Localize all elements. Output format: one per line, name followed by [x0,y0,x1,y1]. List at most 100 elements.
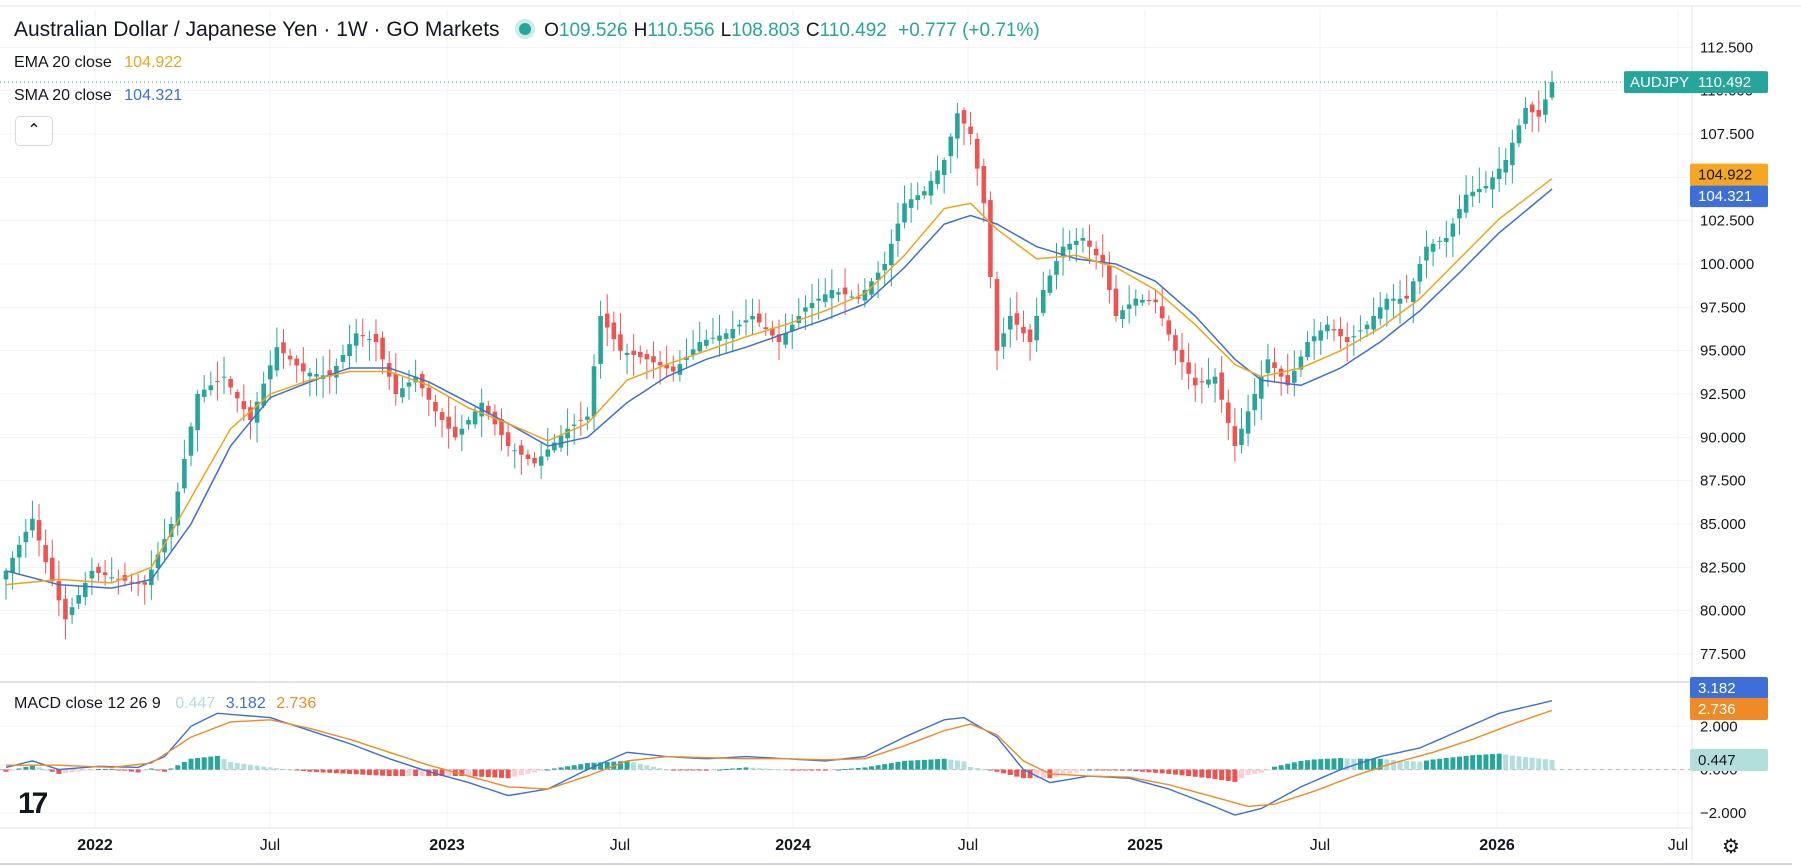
macd-histogram-bar [981,769,987,771]
macd-histogram-bar [895,761,901,770]
macd-signal-value: 2.736 [276,695,317,712]
candle-body [1529,104,1535,113]
candle-body [1397,298,1403,304]
candle-body [928,180,934,196]
symbol-title[interactable]: Australian Dollar / Japanese Yen · 1W · … [14,18,500,41]
candle-body [1173,335,1178,351]
candle-body [1536,110,1542,117]
candle-body [1159,306,1165,319]
candle-body [1490,177,1495,190]
macd-histogram-bar [961,761,967,770]
price-tick-label: 85.000 [1700,516,1746,533]
candle-body [274,347,280,371]
macd-histogram-bar [631,762,637,770]
macd-histogram-bar [545,769,551,771]
candle-body [710,337,716,339]
macd-histogram-bar [82,769,88,771]
candle-body [783,333,788,345]
macd-histogram-bar [736,767,742,770]
candle-body [512,450,518,452]
candle-body [1007,316,1013,330]
macd-histogram-bar [743,767,749,770]
candle-body [43,545,48,563]
macd-histogram-bar [314,769,320,773]
candle-body [875,272,881,280]
candle-body [261,383,266,406]
candle-body [1338,329,1343,337]
macd-histogram-bar [1371,758,1377,770]
ohlc-key-o: O [544,20,559,41]
candle-body [651,356,656,363]
candle-body [1437,240,1442,242]
macd-histogram-bar [23,766,29,770]
candle-body [994,279,1000,351]
candle-body [1206,379,1211,385]
candle-body [1325,324,1330,332]
ema-price-tag-bg [1690,163,1768,186]
candle-body [406,382,412,387]
tradingview-logo[interactable]: 17 [18,787,48,820]
candle-body [1080,238,1086,241]
macd-histogram-bar [234,762,240,770]
candle-body [327,370,333,377]
ohlc-key-h: H [633,20,648,41]
candle-body [221,376,227,378]
macd-histogram-bar [525,769,531,774]
macd-histogram-bar [1007,769,1013,775]
candle-body [89,570,95,579]
macd-histogram-bar [763,768,769,770]
candle-body [915,195,921,201]
macd-histogram-bar [115,769,121,771]
gear-icon[interactable]: ⚙ [1722,836,1740,858]
candle-body [400,388,405,398]
macd-histogram-bar [1305,760,1311,770]
macd-histogram-bar [1298,760,1304,770]
candle-body [704,339,709,346]
macd-histogram-bar [300,769,306,772]
candle-body [1371,316,1376,330]
candle-body [439,412,445,420]
collapse-legend-button[interactable]: ⌃ [15,116,53,146]
macd-histogram-bar [776,769,782,771]
candle-body [670,366,676,372]
candle-body [1305,342,1310,357]
macd-histogram-bar [518,769,524,776]
market-status-icon[interactable] [518,23,531,35]
candle-body [1212,376,1218,384]
macd-histogram-bar [320,769,326,773]
candle-body [82,582,88,598]
candle-body [433,401,438,412]
candle-body [789,324,795,332]
candle-body [803,307,808,312]
macd-histogram-bar [1186,769,1192,777]
macd-histogram-bar [1278,765,1284,770]
macd-histogram-bar [135,769,141,773]
macd-histogram-bar [1020,769,1026,779]
sma-legend[interactable]: SMA 20 close 104.321 [14,87,182,105]
price-tick-label: 97.500 [1700,299,1746,316]
macd-legend[interactable]: MACD close 12 26 9 0.447 3.182 2.736 [14,695,316,713]
candle-body [809,303,815,309]
macd-histogram-bar [465,769,471,777]
macd-histogram-bar [347,769,353,774]
time-tick-label: 2026 [1479,837,1515,854]
candle-body [1272,362,1277,368]
macd-histogram-bar [578,764,584,770]
ema-legend[interactable]: EMA 20 close 104.922 [14,54,182,72]
candle-body [1126,304,1132,309]
macd-histogram-bar [221,758,227,770]
macd-histogram-bar [935,759,941,770]
candle-body [485,405,491,414]
macd-histogram-bar [677,769,683,771]
macd-histogram-bar [1252,769,1258,774]
candle-body [129,581,134,583]
candle-body [1410,281,1416,302]
candle-body [855,296,861,299]
change-value: +0.777 (+0.71%) [898,20,1040,41]
candle-body [1087,240,1092,247]
macd-histogram-bar [1133,769,1139,772]
macd-histogram-bar [399,769,405,777]
candle-body [1417,264,1423,282]
macd-histogram-bar [690,769,696,771]
